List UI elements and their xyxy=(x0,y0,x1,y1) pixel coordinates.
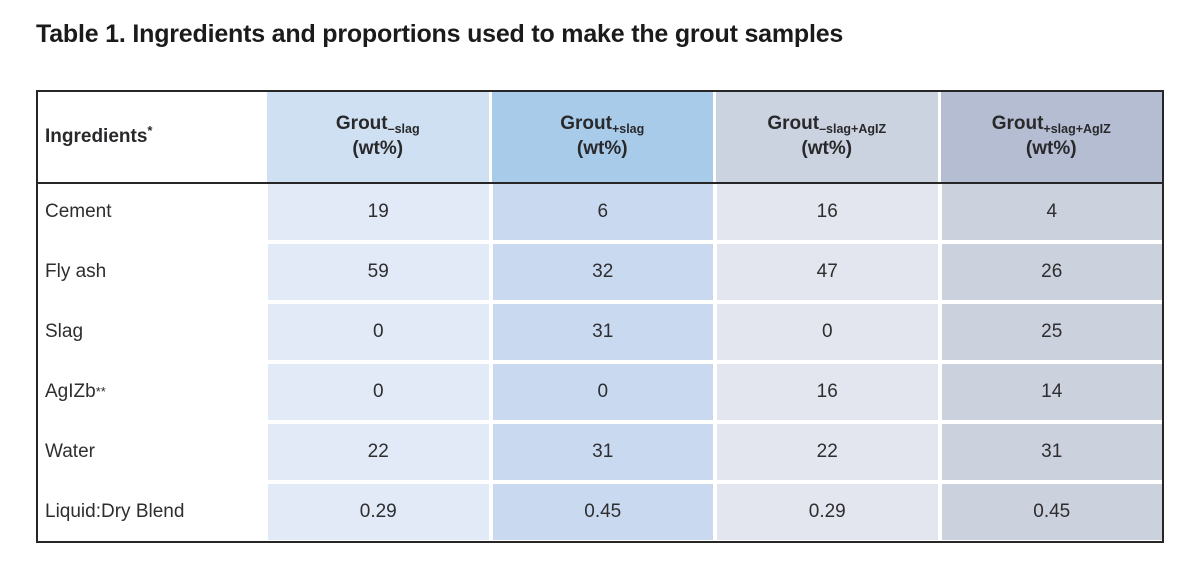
row-label-water: Water xyxy=(38,424,264,480)
cell-liquid-dry-blend-grout-minus-slag-agiz: 0.29 xyxy=(717,484,938,540)
cell-slag-grout-plus-slag-agiz: 25 xyxy=(941,304,1162,360)
row-label-slag: Slag xyxy=(38,304,264,360)
cell-water-grout-minus-slag: 22 xyxy=(268,424,489,480)
cell-agizb-grout-plus-slag: 0 xyxy=(492,364,713,420)
column-header-name: Grout+slag xyxy=(560,113,645,137)
row-label-cement: Cement xyxy=(38,184,264,240)
table-header-row: Ingredients* Grout–slag (wt%) Grout+slag… xyxy=(38,92,1162,184)
cell-liquid-dry-blend-grout-plus-slag: 0.45 xyxy=(492,484,713,540)
cell-liquid-dry-blend-grout-minus-slag: 0.29 xyxy=(268,484,489,540)
cell-water-grout-plus-slag-agiz: 31 xyxy=(941,424,1162,480)
column-header-unit: (wt%) xyxy=(352,138,404,159)
header-cell-ingredients: Ingredients* xyxy=(38,92,264,182)
cell-water-grout-minus-slag-agiz: 22 xyxy=(717,424,938,480)
cell-fly-ash-grout-plus-slag-agiz: 26 xyxy=(941,244,1162,300)
column-header-subscript: +slag+AgIZ xyxy=(1043,122,1111,137)
cell-agizb-grout-minus-slag: 0 xyxy=(268,364,489,420)
column-header-unit: (wt%) xyxy=(801,138,853,159)
header-cell-grout-minus-slag-agiz: Grout–slag+AgIZ (wt%) xyxy=(716,92,938,182)
table-body: Cement 19 6 16 4 Fly ash 59 32 47 26 Sla… xyxy=(38,184,1162,541)
row-label-liquid-dry-blend: Liquid:Dry Blend xyxy=(38,484,264,540)
column-header-subscript: +slag xyxy=(611,122,645,137)
ingredients-header-label: Ingredients* xyxy=(45,122,153,147)
cell-slag-grout-minus-slag-agiz: 0 xyxy=(717,304,938,360)
cell-cement-grout-minus-slag: 19 xyxy=(268,184,489,240)
cell-slag-grout-plus-slag: 31 xyxy=(492,304,713,360)
column-header-subscript: –slag xyxy=(387,122,420,137)
column-header-name: Grout–slag xyxy=(335,113,420,137)
row-label-agizb: AgIZb ** xyxy=(38,364,264,420)
header-cell-grout-plus-slag: Grout+slag (wt%) xyxy=(491,92,713,182)
page-title: Table 1. Ingredients and proportions use… xyxy=(36,20,844,48)
cell-cement-grout-plus-slag-agiz: 4 xyxy=(941,184,1162,240)
row-label-fly-ash: Fly ash xyxy=(38,244,264,300)
cell-agizb-grout-plus-slag-agiz: 14 xyxy=(941,364,1162,420)
cell-fly-ash-grout-plus-slag: 32 xyxy=(492,244,713,300)
column-header-subscript: –slag+AgIZ xyxy=(819,122,887,137)
column-header-name: Grout–slag+AgIZ xyxy=(767,113,887,137)
header-cell-grout-plus-slag-agiz: Grout+slag+AgIZ (wt%) xyxy=(940,92,1162,182)
cell-fly-ash-grout-minus-slag: 59 xyxy=(268,244,489,300)
cell-slag-grout-minus-slag: 0 xyxy=(268,304,489,360)
cell-liquid-dry-blend-grout-plus-slag-agiz: 0.45 xyxy=(941,484,1162,540)
ingredients-footnote-marker: * xyxy=(147,122,153,138)
column-header-name: Grout+slag+AgIZ xyxy=(991,113,1111,137)
cell-cement-grout-plus-slag: 6 xyxy=(492,184,713,240)
grout-ingredients-table: Ingredients* Grout–slag (wt%) Grout+slag… xyxy=(36,90,1164,543)
cell-agizb-grout-minus-slag-agiz: 16 xyxy=(717,364,938,420)
header-cell-grout-minus-slag: Grout–slag (wt%) xyxy=(267,92,489,182)
cell-water-grout-plus-slag: 31 xyxy=(492,424,713,480)
column-header-unit: (wt%) xyxy=(576,138,628,159)
cell-cement-grout-minus-slag-agiz: 16 xyxy=(717,184,938,240)
cell-fly-ash-grout-minus-slag-agiz: 47 xyxy=(717,244,938,300)
column-header-unit: (wt%) xyxy=(1025,138,1077,159)
